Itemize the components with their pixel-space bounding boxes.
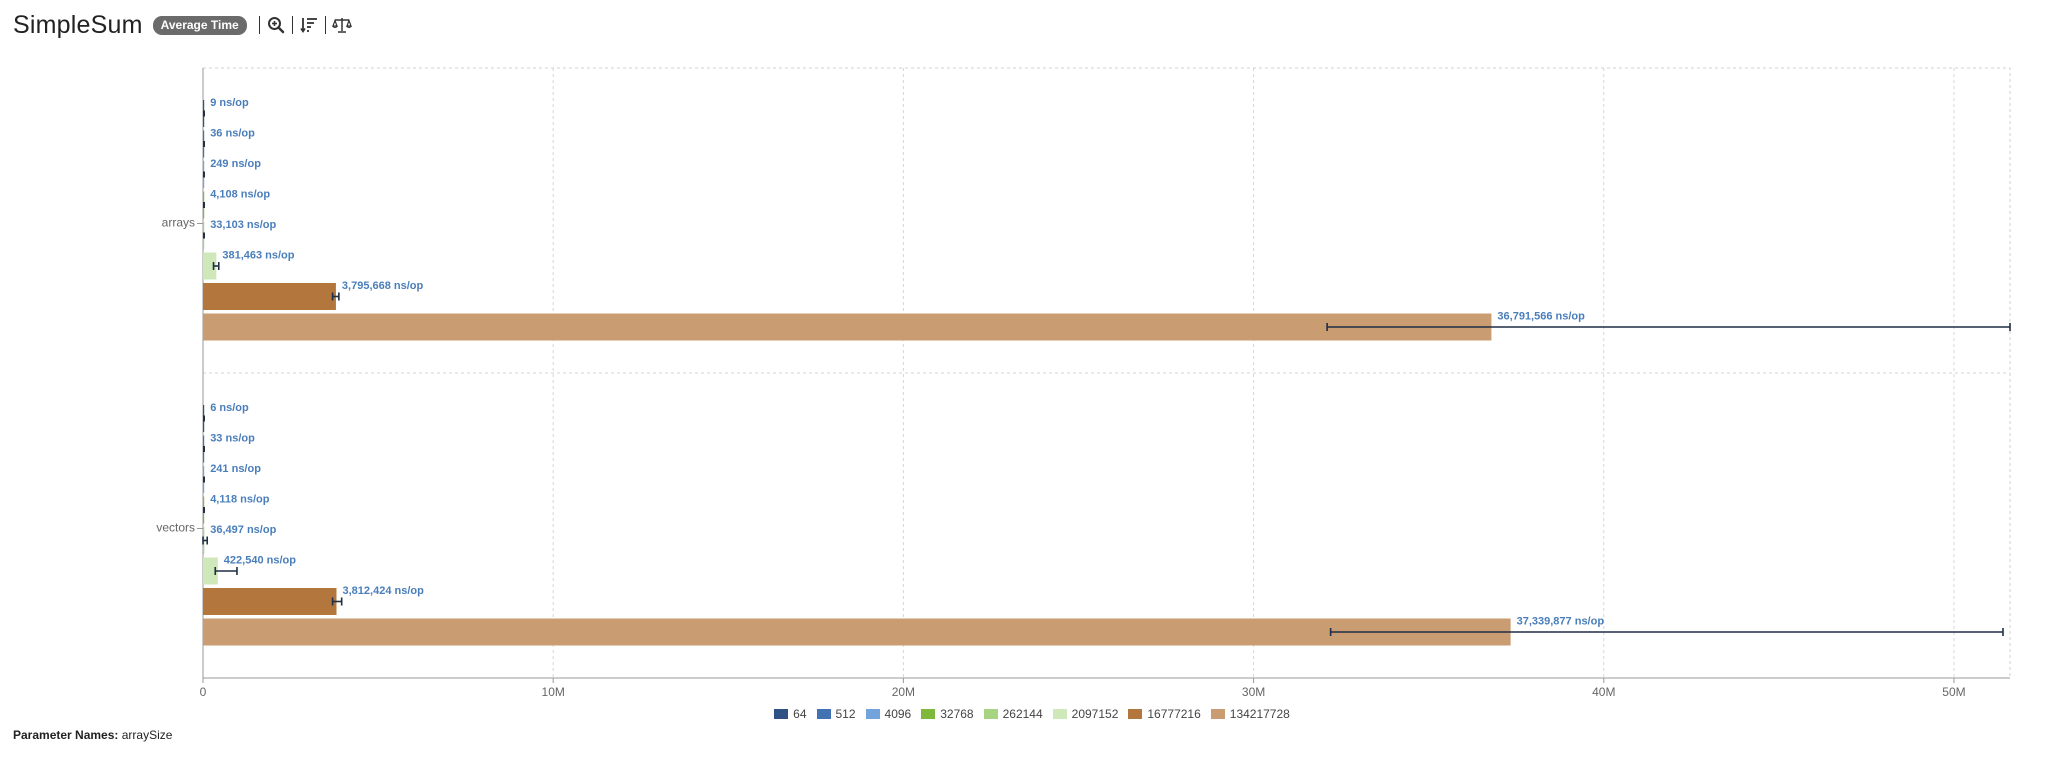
parameter-names-label: Parameter Names: [13, 728, 119, 742]
data-label: 36,791,566 ns/op [1497, 311, 1585, 323]
data-label: 4,118 ns/op [210, 494, 270, 506]
toolbar-separator [258, 16, 260, 34]
x-tick-label: 0 [200, 685, 207, 699]
legend-swatch [865, 709, 880, 719]
legend-item-4096[interactable]: 4096 [865, 707, 912, 721]
data-label: 36,497 ns/op [210, 524, 276, 536]
data-label: 241 ns/op [210, 463, 261, 475]
toolbar-separator [324, 16, 326, 34]
x-tick-label: 30M [1242, 685, 1265, 699]
sort-icon[interactable] [299, 15, 319, 35]
bar-chart: 0 10M 20M 30M 40M 50M arrays 9 ns/op 36 ns/op 249… [156, 67, 2011, 699]
category-label-arrays: arrays [162, 216, 195, 230]
legend-item-16777216[interactable]: 16777216 [1128, 707, 1201, 721]
legend-label: 134217728 [1229, 707, 1290, 721]
data-label: 249 ns/op [210, 158, 261, 170]
bar-arrays-16777216 [203, 283, 336, 310]
legend-item-2097152[interactable]: 2097152 [1052, 707, 1119, 721]
bar-vectors-134217728 [203, 618, 1511, 646]
legend-label: 2097152 [1071, 707, 1119, 721]
bar-arrays-134217728 [203, 313, 1492, 341]
legend-item-512[interactable]: 512 [816, 707, 856, 721]
bar-arrays-2097152 [203, 252, 217, 280]
zoom-icon[interactable] [266, 15, 286, 35]
legend-swatch [774, 709, 789, 719]
data-label: 3,795,668 ns/op [342, 280, 424, 292]
legend-label: 64 [793, 707, 807, 721]
data-label: 6 ns/op [210, 402, 249, 414]
x-tick-label: 40M [1592, 685, 1615, 699]
legend-swatch [1128, 709, 1143, 719]
data-label: 9 ns/op [210, 97, 249, 109]
chart-legend: 64 512 4096 32768 262144 2097152 16777216 13421… [0, 707, 2064, 721]
data-label: 33,103 ns/op [210, 219, 276, 231]
data-label: 381,463 ns/op [222, 250, 294, 262]
category-label-vectors: vectors [156, 521, 195, 535]
data-label: 36 ns/op [210, 128, 255, 140]
legend-label: 32768 [940, 707, 974, 721]
legend-item-134217728[interactable]: 134217728 [1210, 707, 1290, 721]
legend-label: 16777216 [1147, 707, 1201, 721]
chart-header: SimpleSum Average Time [13, 8, 352, 42]
legend-item-262144[interactable]: 262144 [983, 707, 1043, 721]
parameter-names: Parameter Names: arraySize [13, 728, 172, 742]
toolbar-separator [291, 16, 293, 34]
bar-vectors-2097152 [203, 557, 218, 585]
mode-badge[interactable]: Average Time [152, 15, 247, 35]
legend-item-64[interactable]: 64 [774, 707, 807, 721]
data-label: 33 ns/op [210, 433, 255, 445]
legend-swatch [1210, 709, 1225, 719]
legend-label: 512 [835, 707, 856, 721]
data-label: 422,540 ns/op [224, 555, 296, 567]
x-tick-label: 50M [1942, 685, 1965, 699]
legend-swatch [1052, 709, 1067, 719]
data-label: 3,812,424 ns/op [343, 585, 425, 597]
data-label: 4,108 ns/op [210, 189, 270, 201]
legend-swatch [983, 709, 998, 719]
legend-label: 4096 [884, 707, 912, 721]
bar-vectors-16777216 [203, 588, 337, 615]
legend-item-32768[interactable]: 32768 [921, 707, 974, 721]
legend-label: 262144 [1002, 707, 1043, 721]
parameter-names-value: arraySize [121, 728, 173, 742]
data-label: 37,339,877 ns/op [1517, 616, 1605, 628]
x-tick-label: 10M [542, 685, 565, 699]
benchmark-title: SimpleSum [13, 10, 143, 39]
balance-icon[interactable] [331, 15, 352, 35]
legend-swatch [816, 709, 831, 719]
x-tick-label: 20M [892, 685, 915, 699]
legend-swatch [921, 709, 936, 719]
